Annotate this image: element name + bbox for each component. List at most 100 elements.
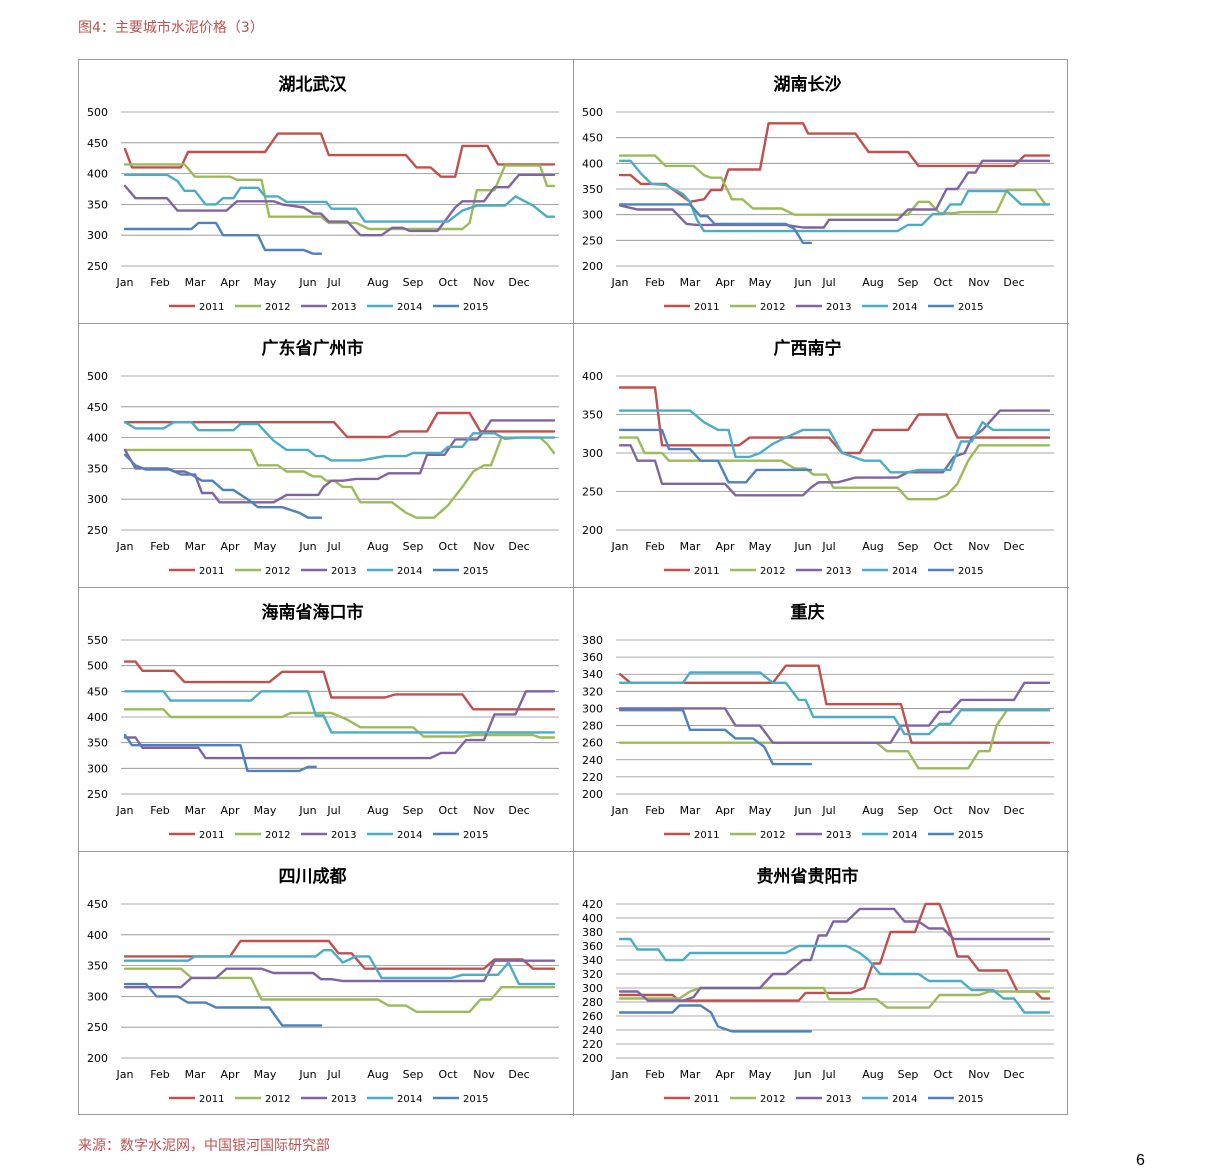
- x-tick-label: Feb: [150, 540, 169, 553]
- x-tick-label: Apr: [220, 1068, 240, 1081]
- x-tick-label: Mar: [185, 804, 206, 817]
- y-tick-label: 340: [582, 668, 603, 681]
- legend-label-2014: 2014: [397, 302, 422, 313]
- legend-label-2012: 2012: [760, 302, 785, 313]
- x-tick-label: Nov: [473, 276, 495, 289]
- y-tick-label: 200: [582, 1052, 603, 1065]
- x-tick-label: Feb: [150, 1068, 169, 1081]
- x-tick-label: Aug: [367, 276, 388, 289]
- y-tick-label: 500: [87, 106, 108, 119]
- chart-svg: 广西南宁 200 250 300 350 400 Jan Feb Mar Apr May Jun Jul…: [574, 338, 1069, 588]
- series-line-2011: [123, 411, 556, 439]
- series-line-2012: [618, 986, 1051, 1009]
- x-tick-label: Sep: [403, 276, 424, 289]
- x-tick-label: Jun: [298, 276, 316, 289]
- legend-label-2013: 2013: [826, 830, 851, 841]
- legend-label-2013: 2013: [331, 830, 356, 841]
- y-tick-label: 450: [87, 685, 108, 698]
- legend-label-2014: 2014: [397, 566, 422, 577]
- y-tick-label: 450: [87, 401, 108, 414]
- x-tick-label: Jul: [326, 1068, 340, 1081]
- y-tick-label: 450: [87, 137, 108, 150]
- chart-panel: 广西南宁 200 250 300 350 400 Jan Feb Mar Apr May Jun Jul…: [574, 324, 1069, 588]
- legend-label-2011: 2011: [199, 1094, 224, 1105]
- x-tick-label: Aug: [862, 804, 883, 817]
- legend-label-2012: 2012: [265, 302, 290, 313]
- y-tick-label: 360: [582, 651, 603, 664]
- y-tick-label: 450: [582, 132, 603, 145]
- x-tick-label: Sep: [403, 1068, 424, 1081]
- x-tick-label: Feb: [645, 540, 664, 553]
- y-tick-label: 260: [582, 1010, 603, 1023]
- x-tick-label: Jul: [821, 804, 835, 817]
- x-tick-label: May: [254, 276, 277, 289]
- y-tick-label: 220: [582, 1038, 603, 1051]
- x-tick-label: Apr: [715, 804, 735, 817]
- x-tick-label: Sep: [898, 1068, 919, 1081]
- x-tick-label: Feb: [645, 1068, 664, 1081]
- y-tick-label: 240: [582, 1024, 603, 1037]
- series-line-2013: [123, 690, 556, 760]
- series-line-2014: [123, 948, 556, 986]
- chart-title: 贵州省贵阳市: [757, 866, 859, 887]
- series-line-2015: [618, 1004, 813, 1033]
- y-tick-label: 250: [87, 524, 108, 537]
- series-line-2014: [618, 937, 1051, 1014]
- series-line-2011: [123, 939, 556, 970]
- y-tick-label: 400: [87, 432, 108, 445]
- x-tick-label: Jun: [793, 276, 811, 289]
- page-number: 6: [1136, 1152, 1145, 1169]
- x-tick-label: Nov: [968, 1068, 990, 1081]
- y-tick-label: 400: [87, 168, 108, 181]
- x-tick-label: Jul: [326, 804, 340, 817]
- figure-title: 图4：主要城市水泥价格（3）: [78, 20, 264, 36]
- legend-label-2013: 2013: [331, 566, 356, 577]
- y-tick-label: 320: [582, 685, 603, 698]
- y-tick-label: 300: [87, 990, 108, 1003]
- x-tick-label: Apr: [220, 540, 240, 553]
- legend-label-2011: 2011: [694, 302, 719, 313]
- y-tick-label: 220: [582, 771, 603, 784]
- x-tick-label: Jan: [611, 1068, 629, 1081]
- chart-panel: 贵州省贵阳市 200 220 240 260 280 300 320 340 360 380 400 4…: [574, 852, 1069, 1116]
- legend-label-2012: 2012: [265, 830, 290, 841]
- x-tick-label: Dec: [1003, 276, 1024, 289]
- legend-label-2015: 2015: [958, 1094, 983, 1105]
- x-tick-label: Feb: [645, 804, 664, 817]
- series-line-2012: [123, 708, 556, 739]
- y-tick-label: 400: [87, 929, 108, 942]
- chart-title: 四川成都: [279, 866, 347, 887]
- legend-label-2015: 2015: [463, 566, 488, 577]
- x-tick-label: May: [749, 1068, 772, 1081]
- x-tick-label: Jul: [326, 540, 340, 553]
- x-tick-label: Apr: [715, 1068, 735, 1081]
- y-tick-label: 250: [87, 788, 108, 801]
- chart-panel: 湖北武汉 250 300 350 400 450 500 Jan Feb Mar Apr May Jun…: [79, 60, 574, 324]
- y-tick-label: 450: [87, 898, 108, 911]
- legend-label-2011: 2011: [694, 566, 719, 577]
- chart-svg: 湖南长沙 200 250 300 350 400 450 500 Jan Feb Mar Apr May…: [574, 74, 1069, 324]
- x-tick-label: Aug: [367, 540, 388, 553]
- legend-label-2012: 2012: [265, 1094, 290, 1105]
- x-tick-label: Feb: [645, 276, 664, 289]
- x-tick-label: Nov: [968, 276, 990, 289]
- x-tick-label: Dec: [508, 540, 529, 553]
- series-line-2013: [618, 159, 1051, 229]
- y-tick-label: 300: [87, 493, 108, 506]
- x-tick-label: Sep: [403, 540, 424, 553]
- y-tick-label: 260: [582, 737, 603, 750]
- series-line-2011: [618, 664, 1051, 744]
- chart-title: 重庆: [791, 602, 825, 623]
- x-tick-label: Oct: [933, 540, 953, 553]
- x-tick-label: Aug: [862, 1068, 883, 1081]
- y-tick-label: 550: [87, 634, 108, 647]
- series-line-2014: [123, 690, 556, 734]
- chart-svg: 海南省海口市 250 300 350 400 450 500 550 Jan Feb Mar Apr M…: [79, 588, 574, 852]
- x-tick-label: Dec: [1003, 1068, 1024, 1081]
- y-tick-label: 340: [582, 954, 603, 967]
- y-tick-label: 350: [87, 737, 108, 750]
- legend-label-2012: 2012: [760, 830, 785, 841]
- y-tick-label: 250: [87, 260, 108, 273]
- chart-title: 广西南宁: [774, 338, 842, 359]
- chart-svg: 贵州省贵阳市 2002202402602803003203403603804004…: [582, 866, 1054, 1105]
